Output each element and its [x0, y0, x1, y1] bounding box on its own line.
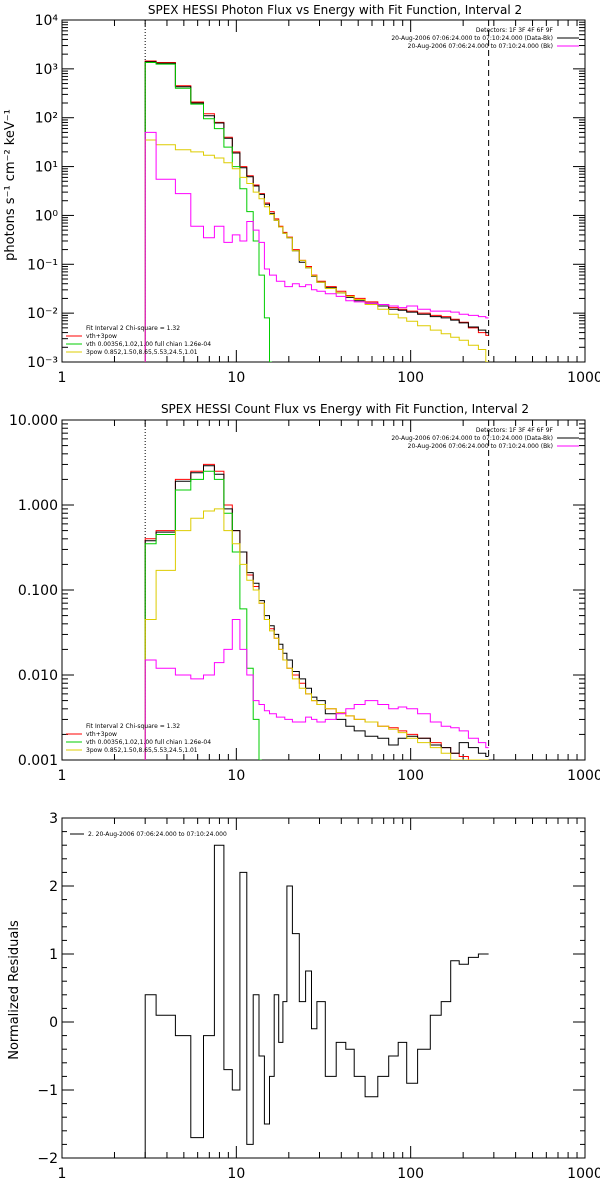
series-line-4 — [144, 131, 489, 362]
series-line-4 — [144, 619, 489, 760]
series-line-0 — [144, 844, 489, 1158]
chart-residuals-ylabel: Normalized Residuals — [7, 920, 22, 1060]
legend-entry: 3pow 0.852,1.50,8.65,5.53,24.5,1.01 — [86, 349, 198, 356]
x-tick-label: 10 — [227, 1166, 245, 1182]
legend-entry: Detectors: 1F 3F 4F 6F 9F — [476, 27, 554, 34]
y-tick-label: 1.000 — [18, 498, 58, 514]
x-tick-label: 100 — [397, 1166, 424, 1182]
x-tick-label: 100 — [397, 370, 424, 386]
y-tick-label: 10⁻¹ — [27, 257, 58, 273]
series-line-3 — [144, 508, 489, 760]
chart-photon-flux: SPEX HESSI Photon Flux vs Energy with Fi… — [3, 3, 600, 386]
y-tick-label: 0.010 — [18, 668, 58, 684]
legend-entry: 20-Aug-2006 07:06:24.000 to 07:10:24.000… — [391, 35, 553, 42]
y-tick-label: 2 — [49, 879, 58, 895]
x-tick-label: 100 — [397, 768, 424, 784]
legend-entry: 3pow 0.852,1.50,8.65,5.53,24.5,1.01 — [86, 747, 198, 754]
y-tick-label: 10⁴ — [35, 13, 59, 29]
y-tick-label: 0 — [49, 1015, 58, 1031]
y-tick-label: 10³ — [35, 62, 58, 78]
legend-entry: Fit Interval 2 Chi-square = 1.32 — [86, 325, 180, 332]
legend-entry: 2. 20-Aug-2006 07:06:24.000 to 07:10:24.… — [88, 831, 227, 838]
x-tick-label: 1000 — [567, 1166, 600, 1182]
chart-photon-title: SPEX HESSI Photon Flux vs Energy with Fi… — [148, 3, 522, 17]
x-tick-label: 1 — [58, 370, 67, 386]
legend-entry: Detectors: 1F 3F 4F 6F 9F — [476, 427, 554, 434]
chart-residuals: Normalized Residuals 1 10 100 1000 −2 −1 0 1 2 3 2… — [7, 811, 600, 1182]
legend-entry: vth 0.00356,1.02,1.00 full chian 1.26e-0… — [86, 739, 211, 746]
y-tick-label: 10¹ — [35, 160, 58, 176]
y-tick-label: 10.000 — [9, 413, 58, 429]
y-tick-label: 10² — [35, 111, 58, 127]
series-line-3 — [144, 139, 489, 362]
legend-entry: 20-Aug-2006 07:06:24.000 to 07:10:24.000… — [391, 435, 553, 442]
chart-count-plot-area: 1 10 100 1000 0.001 0.010 0.100 1.000 10.000 Dete… — [9, 413, 600, 784]
legend-entry: 20-Aug-2006 07:06:24.000 to 07:10:24.000… — [408, 43, 553, 50]
x-tick-label: 1000 — [567, 768, 600, 784]
y-tick-label: 0.100 — [18, 583, 58, 599]
y-tick-label: 0.001 — [18, 753, 58, 769]
series-line-2 — [144, 62, 272, 362]
y-tick-label: 10⁰ — [35, 208, 59, 224]
x-tick-label: 10 — [227, 768, 245, 784]
legend-entry: vth 0.00356,1.02,1.00 full chian 1.26e-0… — [86, 341, 211, 348]
x-tick-label: 10 — [227, 370, 245, 386]
x-tick-label: 1 — [58, 1166, 67, 1182]
y-tick-label: 3 — [49, 811, 58, 827]
plot-frame — [61, 817, 586, 1159]
legend-entry: vth+3pow — [86, 333, 117, 340]
chart-count-title: SPEX HESSI Count Flux vs Energy with Fit… — [161, 402, 529, 416]
y-tick-label: 10⁻³ — [27, 355, 58, 371]
y-tick-label: −1 — [37, 1083, 58, 1099]
chart-count-flux: SPEX HESSI Count Flux vs Energy with Fit… — [9, 402, 600, 784]
chart-photon-ylabel: photons s⁻¹ cm⁻² keV⁻¹ — [3, 109, 18, 261]
plot-frame — [61, 19, 586, 363]
chart-photon-plot-area: 1 10 100 1000 10⁻³ 10⁻² 10⁻¹ 10⁰ 10¹ 10² 10³ 10⁴ Det… — [27, 13, 600, 386]
chart-residuals-plot-area: 1 10 100 1000 −2 −1 0 1 2 3 2. 20-Aug-2006 07:06:2… — [37, 811, 600, 1182]
legend-entry: vth+3pow — [86, 731, 117, 738]
y-tick-label: −2 — [37, 1151, 58, 1167]
legend-entry: 20-Aug-2006 07:06:24.000 to 07:10:24.000… — [408, 443, 553, 450]
legend-entry: Fit Interval 2 Chi-square = 1.32 — [86, 723, 180, 730]
y-tick-label: 10⁻² — [27, 306, 58, 322]
x-tick-label: 1 — [58, 768, 67, 784]
y-tick-label: 1 — [49, 947, 58, 963]
x-tick-label: 1000 — [567, 370, 600, 386]
